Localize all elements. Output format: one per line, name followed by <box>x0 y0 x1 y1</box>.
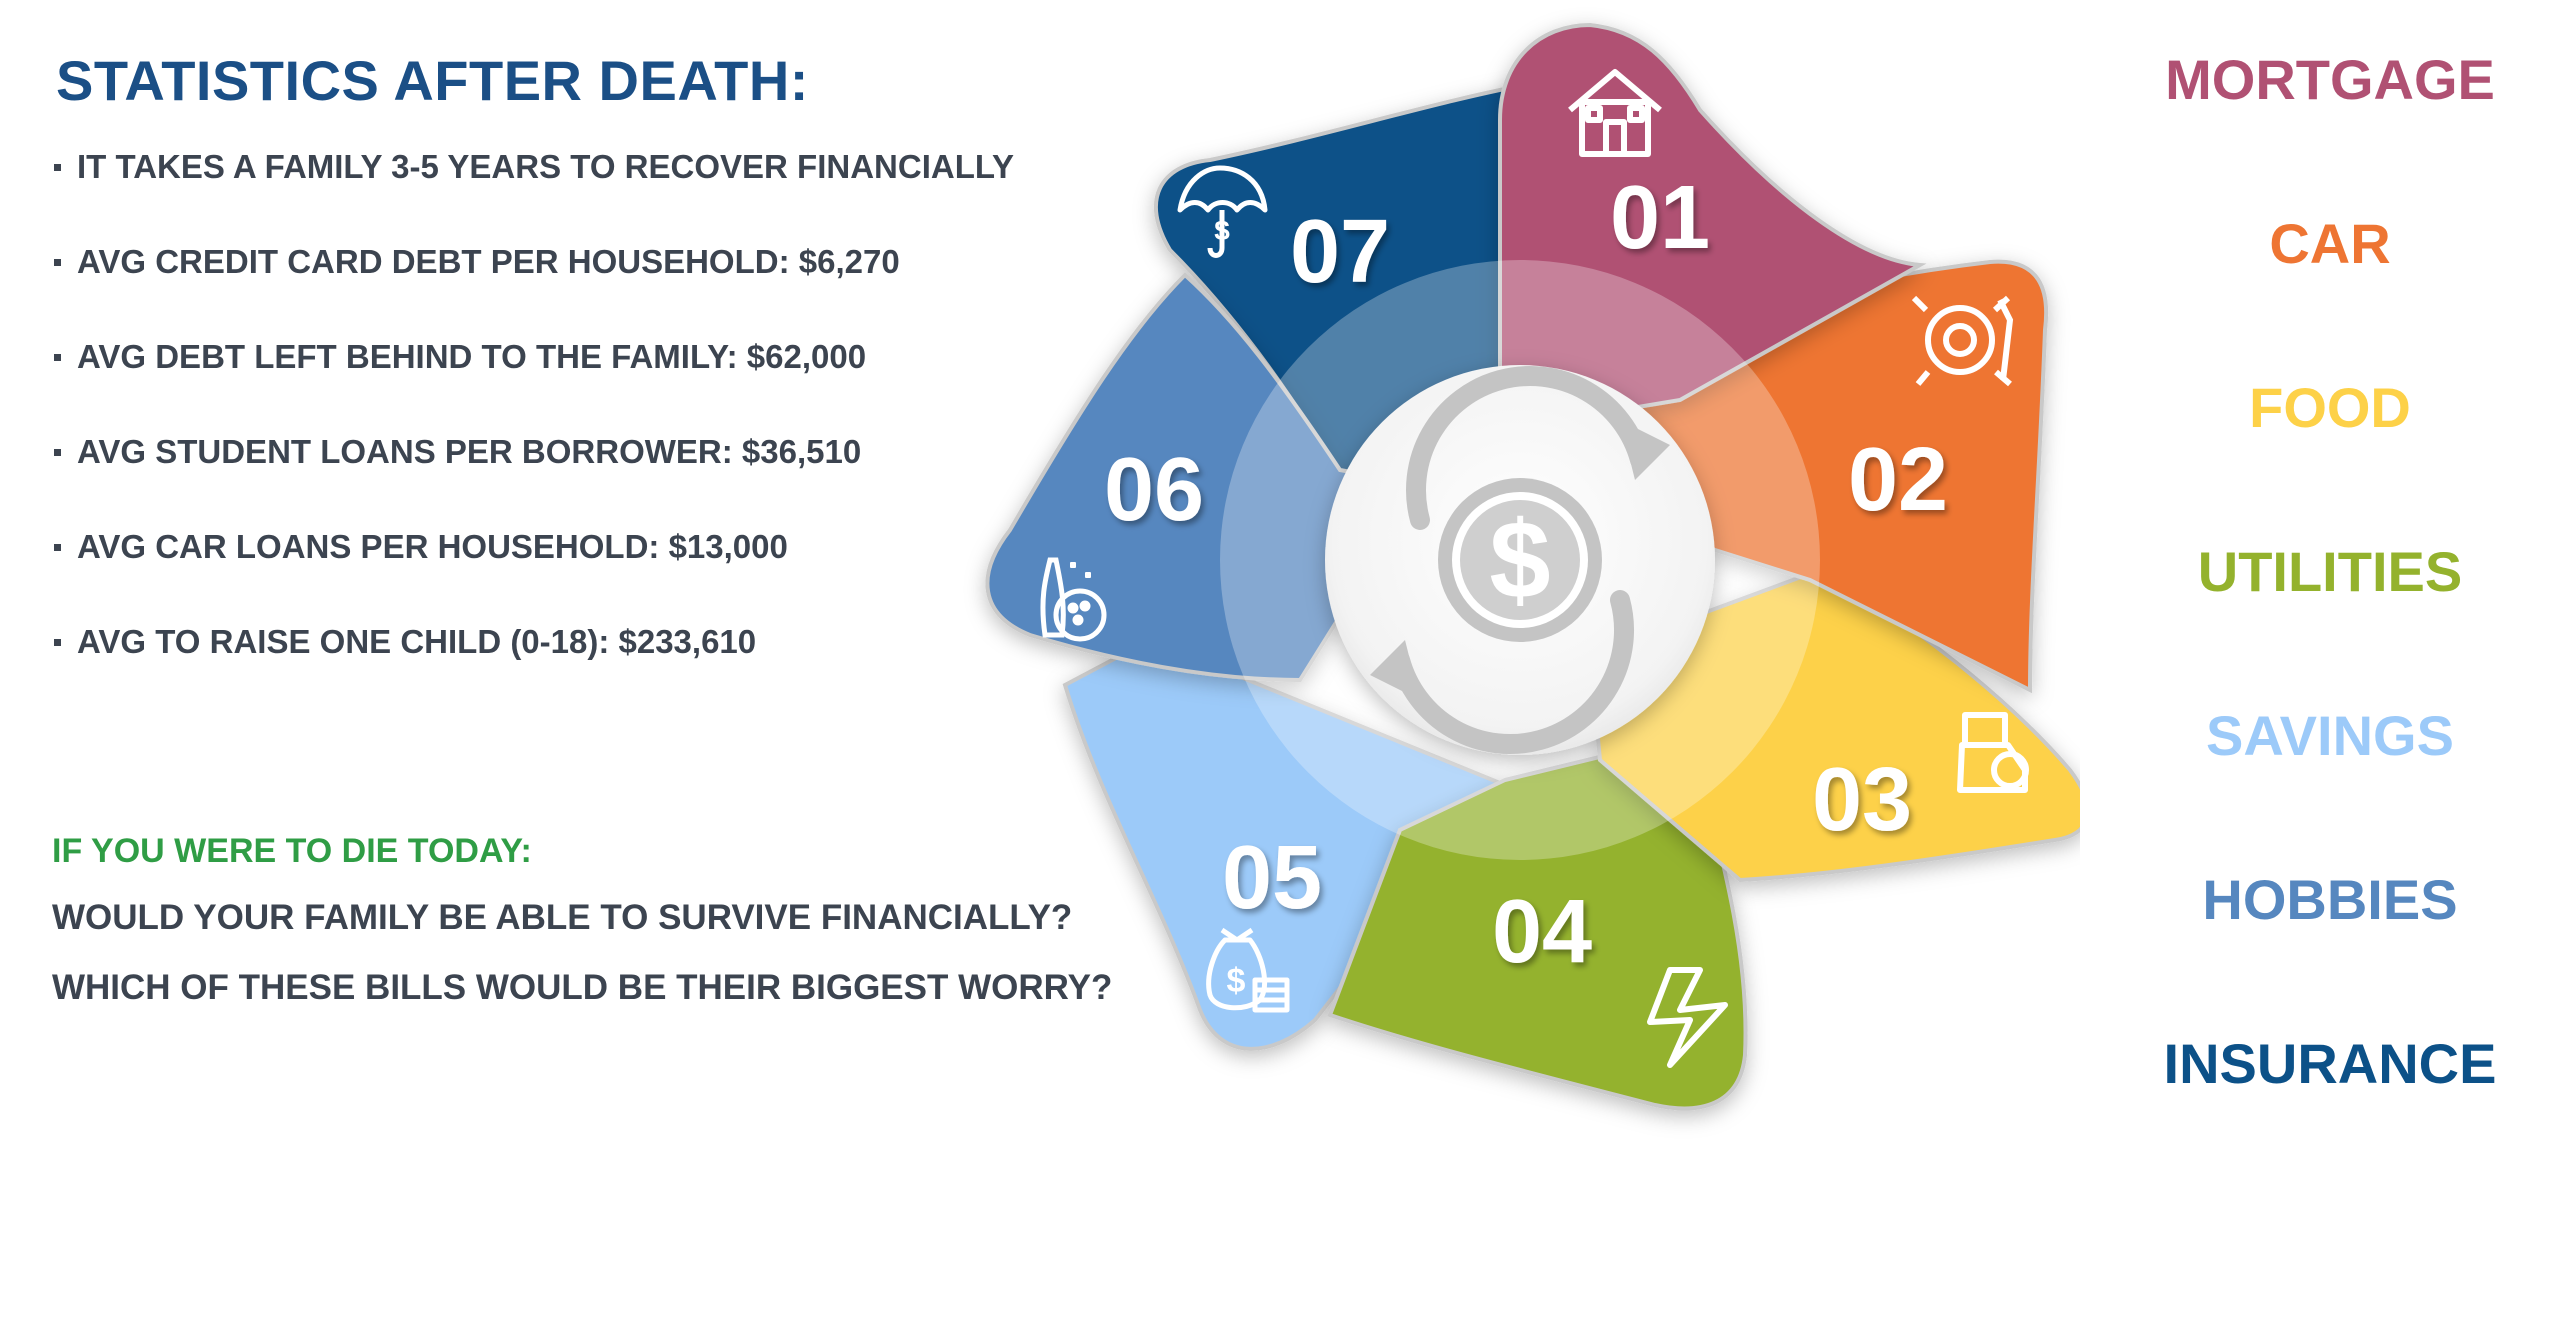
stat-text: AVG CREDIT CARD DEBT PER HOUSEHOLD: $6,2… <box>77 243 900 280</box>
petal-number-04: 04 <box>1492 882 1592 982</box>
stat-item: AVG TO RAISE ONE CHILD (0-18): $233,610 <box>52 623 1014 718</box>
petal-number-05: 05 <box>1222 828 1322 928</box>
category-insurance: INSURANCE <box>2163 1032 2497 1095</box>
lightning-icon <box>1647 967 1728 1068</box>
question-survive: WOULD YOUR FAMILY BE ABLE TO SURVIVE FIN… <box>52 898 1073 937</box>
umbrella-dollar-icon: $ <box>1177 165 1268 258</box>
bills-wheel: $ 01 02 03 04 05 06 07 $ <box>985 22 2080 1111</box>
bullet <box>54 449 61 456</box>
stat-text: AVG CAR LOANS PER HOUSEHOLD: $13,000 <box>77 528 788 565</box>
gear-wrench-icon <box>1911 295 2014 387</box>
bullet <box>54 544 61 551</box>
category-utilities: UTILITIES <box>2197 540 2463 603</box>
category-savings: SAVINGS <box>2206 704 2454 767</box>
money-bag-icon: $ <box>1206 927 1290 1013</box>
petal-number-07: 07 <box>1290 202 1390 302</box>
category-hobbies: HOBBIES <box>2202 868 2458 931</box>
category-food: FOOD <box>2249 376 2411 439</box>
bullet <box>54 164 61 171</box>
petal-number-02: 02 <box>1848 430 1948 530</box>
bullet <box>54 639 61 646</box>
bowling-icon <box>1040 557 1107 642</box>
page-title: STATISTICS AFTER DEATH: <box>56 49 809 112</box>
stat-text: AVG STUDENT LOANS PER BORROWER: $36,510 <box>77 433 862 470</box>
category-list: MORTGAGE CAR FOOD UTILITIES SAVINGS HOBB… <box>2100 40 2558 1188</box>
category-mortgage: MORTGAGE <box>2165 48 2495 111</box>
svg-text:$: $ <box>1489 499 1550 622</box>
house-icon <box>1568 69 1662 157</box>
question-worry: WHICH OF THESE BILLS WOULD BE THEIR BIGG… <box>52 968 1113 1007</box>
petal-03 <box>1587 567 2080 883</box>
petal-04 <box>1327 732 1748 1111</box>
petal-06 <box>985 272 1398 683</box>
stat-text: AVG DEBT LEFT BEHIND TO THE FAMILY: $62,… <box>77 338 867 375</box>
statistics-list: IT TAKES A FAMILY 3-5 YEARS TO RECOVER F… <box>52 148 1014 718</box>
stat-text: AVG TO RAISE ONE CHILD (0-18): $233,610 <box>77 623 757 660</box>
milk-carton-icon <box>1957 712 2029 793</box>
stat-item: AVG CREDIT CARD DEBT PER HOUSEHOLD: $6,2… <box>52 243 1014 338</box>
bullet <box>54 259 61 266</box>
category-car: CAR <box>2269 212 2391 275</box>
petal-number-01: 01 <box>1610 168 1710 268</box>
stat-item: AVG DEBT LEFT BEHIND TO THE FAMILY: $62,… <box>52 338 1014 433</box>
svg-text:$: $ <box>1227 962 1246 1000</box>
stat-item: AVG CAR LOANS PER HOUSEHOLD: $13,000 <box>52 528 1014 623</box>
stat-item: IT TAKES A FAMILY 3-5 YEARS TO RECOVER F… <box>52 148 1014 243</box>
stat-item: AVG STUDENT LOANS PER BORROWER: $36,510 <box>52 433 1014 528</box>
question-intro: IF YOU WERE TO DIE TODAY: <box>52 832 532 870</box>
stat-text: IT TAKES A FAMILY 3-5 YEARS TO RECOVER F… <box>77 148 1014 185</box>
svg-text:$: $ <box>1214 215 1230 246</box>
petal-number-06: 06 <box>1104 440 1204 540</box>
dollar-cycle-icon: $ <box>1370 365 1670 755</box>
petal-number-03: 03 <box>1812 750 1912 850</box>
bullet <box>54 354 61 361</box>
